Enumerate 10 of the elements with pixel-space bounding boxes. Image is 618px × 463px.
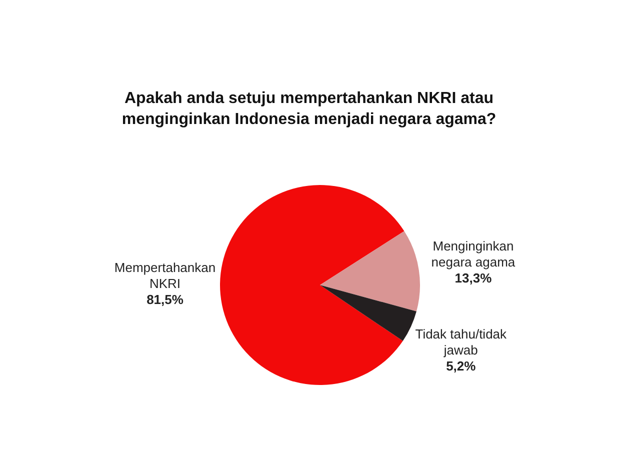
pie-slice: [220, 185, 404, 385]
pie-slice: [320, 231, 420, 312]
slice-label: Mempertahankan NKRI: [114, 260, 216, 292]
slice-label: Tidak tahu/tidak jawab: [415, 326, 508, 358]
data-label: 5,2%: [446, 358, 476, 374]
pie-slice: [320, 285, 416, 341]
slice-label: Menginginkan negara agama: [431, 238, 516, 270]
chart-title: Apakah anda setuju mempertahankan NKRI atau menginginkan Indonesia menjadi negara agama?: [122, 90, 496, 128]
data-label: 81,5%: [146, 292, 184, 308]
data-label: 13,3%: [454, 270, 492, 286]
